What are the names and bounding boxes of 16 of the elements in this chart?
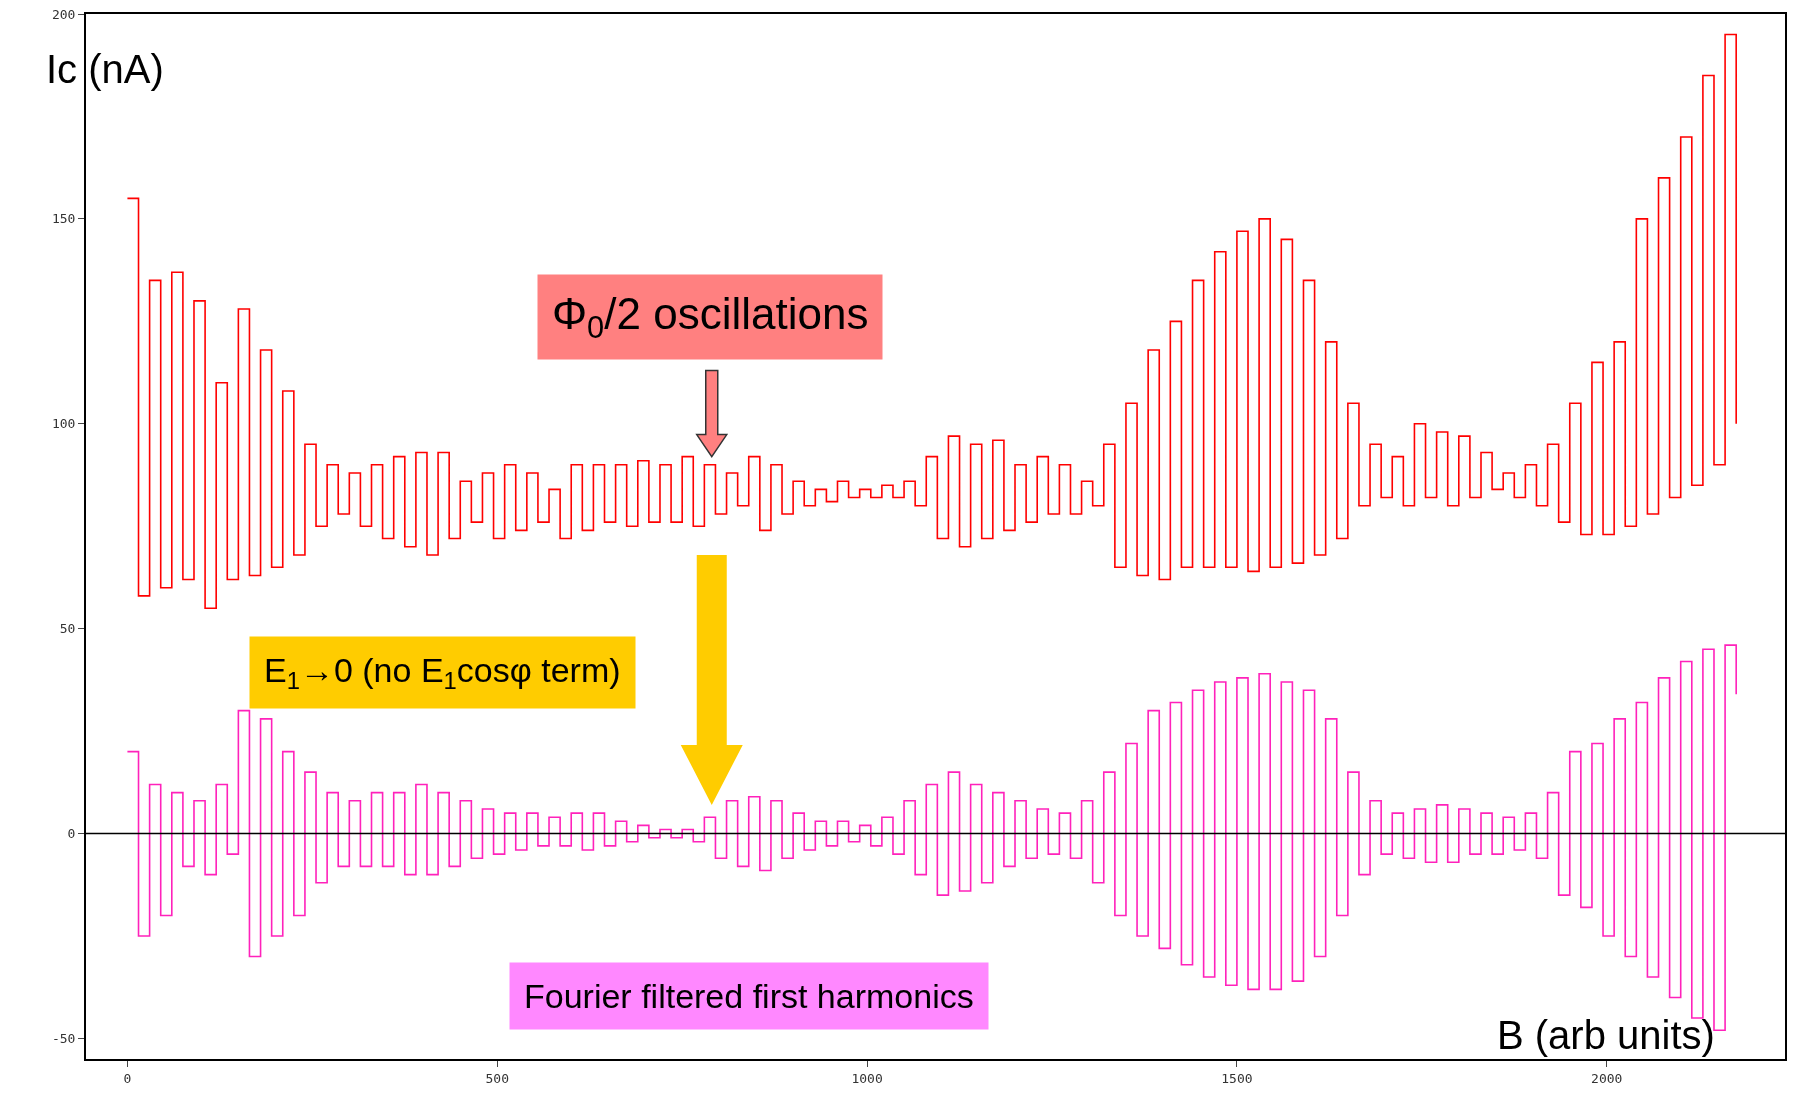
y-tick-label: 50 [59, 621, 76, 637]
x-tick-label: 1000 [851, 1070, 883, 1086]
y-axis-title: Ic (nA) [46, 47, 164, 91]
y-tick-label: 150 [51, 211, 76, 227]
y-tick-label: 100 [51, 416, 76, 432]
annotation: Φ$_{0}$/2 oscillations [552, 289, 869, 346]
annotation: E$_{1}$→0 (no E$_{1}$cosφ term) [264, 651, 621, 695]
x-tick-label: 0 [123, 1070, 132, 1086]
x-tick-label: 1500 [1221, 1070, 1253, 1086]
y-tick-label: -50 [51, 1031, 76, 1047]
x-tick-label: 500 [485, 1070, 509, 1086]
x-tick-label: 2000 [1591, 1070, 1623, 1086]
x-axis-title: B (arb units) [1497, 1013, 1715, 1057]
y-tick-label: 200 [51, 6, 76, 22]
annotation: Fourier filtered first harmonics [524, 977, 974, 1015]
y-tick-label: 0 [67, 826, 76, 842]
